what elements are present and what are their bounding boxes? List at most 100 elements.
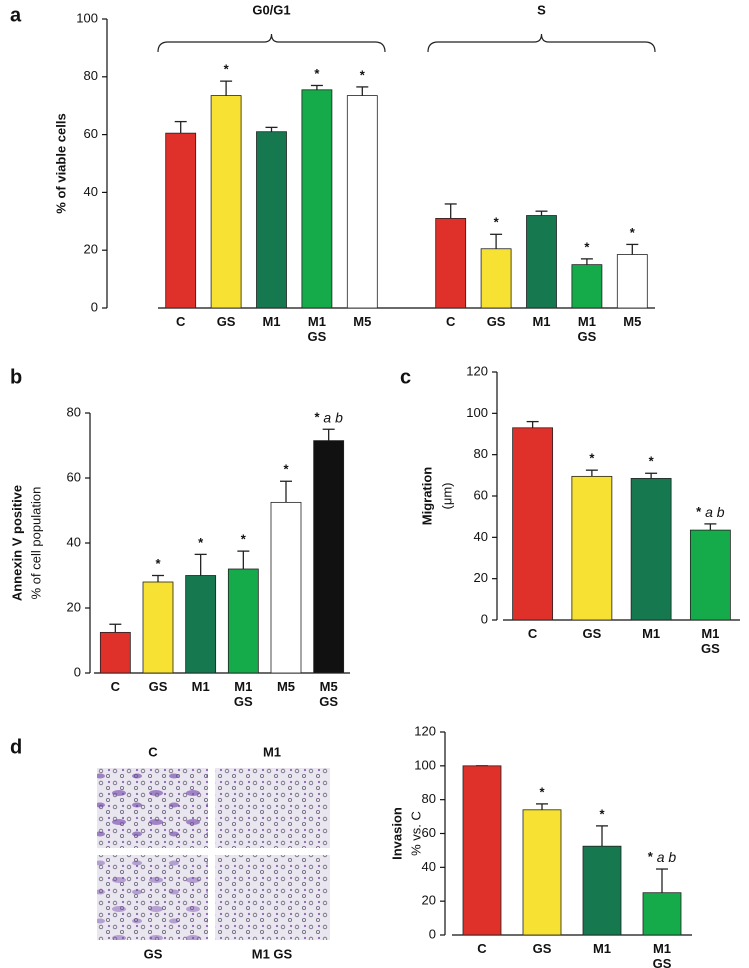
y-tick-label: 0 xyxy=(74,664,81,679)
panel-label: a xyxy=(10,4,22,26)
y-tick-label: 40 xyxy=(84,184,98,199)
x-tick-label-box: M5 GS xyxy=(319,679,339,709)
x-tick-label: GS xyxy=(148,679,168,694)
x-tick-label: GS xyxy=(216,314,236,329)
bar xyxy=(462,765,502,936)
x-tick-label-box: C xyxy=(477,941,487,956)
bar xyxy=(512,427,554,621)
x-tick-label: M1 GS xyxy=(700,626,720,656)
bar xyxy=(142,581,174,674)
micrograph-label: M1 xyxy=(263,744,281,759)
y-tick-label: 60 xyxy=(422,825,436,840)
x-tick-label: C xyxy=(477,941,487,956)
y-tick-label: 60 xyxy=(84,126,98,141)
micrographs: C M1 GS M1 GS xyxy=(97,744,330,961)
x-tick-label-box: GS xyxy=(532,941,552,956)
bar xyxy=(270,501,302,674)
significance-marker: * xyxy=(630,225,636,240)
x-tick-label-box: M1 xyxy=(262,314,281,329)
x-tick-label: M1 GS xyxy=(577,314,597,344)
x-tick-label-box: GS xyxy=(582,626,602,641)
x-tick-label: C xyxy=(527,626,538,641)
x-tick-label: M5 xyxy=(276,679,296,694)
y-tick-label: 80 xyxy=(474,446,488,461)
bar xyxy=(185,575,217,674)
micrograph-label: C xyxy=(148,744,158,759)
significance-marker: * xyxy=(584,239,590,254)
bar xyxy=(227,568,259,674)
significance-marker: * a b xyxy=(314,409,343,425)
x-tick-label-box: M1 GS xyxy=(652,941,672,968)
x-tick-label: C xyxy=(110,679,121,694)
x-tick-label: M5 GS xyxy=(319,679,339,709)
group-brace xyxy=(157,33,386,53)
x-tick-label-box: M5 xyxy=(353,314,372,329)
significance-marker: * xyxy=(599,806,605,821)
x-tick-label-box: M5 xyxy=(276,679,296,694)
x-tick-label: M1 xyxy=(262,314,281,329)
y-axis-subtitle: (μm) xyxy=(439,483,454,510)
significance-marker: * xyxy=(155,556,161,571)
y-axis-title: Annexin V positive xyxy=(9,485,24,601)
x-tick-label: GS xyxy=(582,626,602,641)
significance-marker: * xyxy=(494,215,500,230)
x-tick-label: GS xyxy=(486,314,506,329)
x-tick-label-box: C xyxy=(446,314,455,329)
x-tick-label: M1 GS xyxy=(652,941,672,968)
y-tick-label: 40 xyxy=(67,534,81,549)
micrograph xyxy=(215,855,330,940)
y-tick-label: 0 xyxy=(429,926,436,941)
panel-label: d xyxy=(10,736,22,758)
bar xyxy=(313,440,345,674)
x-tick-label-box: C xyxy=(110,679,121,694)
significance-marker: * xyxy=(539,784,545,799)
x-tick-label-box: GS xyxy=(148,679,168,694)
x-tick-label: M1 xyxy=(532,314,551,329)
x-tick-label-box: M1 xyxy=(642,626,660,641)
y-tick-label: 60 xyxy=(474,487,488,502)
y-axis-title: Migration xyxy=(419,467,434,526)
y-axis-subtitle: % vs. C xyxy=(408,811,423,856)
bar xyxy=(571,475,613,621)
bar xyxy=(435,218,467,309)
y-tick-label: 120 xyxy=(466,363,488,378)
x-tick-label: M1 xyxy=(592,941,612,956)
significance-marker: * xyxy=(314,66,320,81)
x-tick-label-box: M1 xyxy=(532,314,551,329)
group-label: G0/G1 xyxy=(252,2,290,17)
micrograph xyxy=(215,768,330,848)
bar xyxy=(99,631,131,674)
group-label: S xyxy=(537,2,546,17)
bar xyxy=(630,478,672,621)
bar xyxy=(689,529,731,621)
y-tick-label: 100 xyxy=(76,10,98,25)
x-tick-label: M1 xyxy=(191,679,210,694)
x-tick-label: M1 GS xyxy=(307,314,327,344)
significance-marker: * xyxy=(198,535,204,550)
x-tick-label-box: M1 xyxy=(592,941,612,956)
panel-label: c xyxy=(400,366,411,388)
bar xyxy=(571,264,603,309)
bar xyxy=(642,892,682,936)
x-tick-label: M5 xyxy=(353,314,372,329)
y-axis-title: % of viable cells xyxy=(53,113,68,213)
group-brace xyxy=(427,33,656,53)
y-tick-label: 60 xyxy=(67,469,81,484)
y-tick-label: 0 xyxy=(91,299,98,314)
y-tick-label: 40 xyxy=(474,529,488,544)
x-tick-label: GS xyxy=(532,941,552,956)
x-tick-label-box: M1 GS xyxy=(234,679,253,709)
significance-marker: * xyxy=(649,454,655,469)
y-tick-label: 100 xyxy=(414,757,436,772)
x-tick-label-box: M1 GS xyxy=(307,314,327,344)
bar xyxy=(256,131,287,309)
y-tick-label: 20 xyxy=(422,893,436,908)
bar xyxy=(480,248,512,309)
y-tick-label: 100 xyxy=(466,405,488,420)
x-tick-label-box: M5 xyxy=(623,314,641,329)
micrograph-stain xyxy=(97,768,208,848)
bar xyxy=(346,95,378,309)
significance-marker: * xyxy=(589,451,595,466)
significance-marker: * xyxy=(360,67,366,82)
